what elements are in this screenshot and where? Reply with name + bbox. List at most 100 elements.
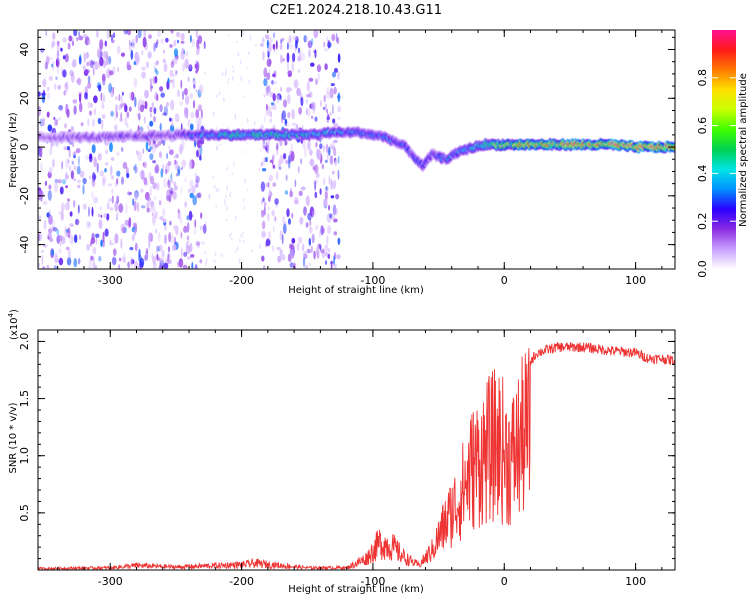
noise-blob <box>124 219 130 226</box>
noise-blob <box>118 104 122 111</box>
noise-blob <box>74 234 78 243</box>
noise-blob <box>298 107 302 115</box>
noise-blob <box>127 190 130 196</box>
noise-blob <box>173 48 179 57</box>
noise-blob <box>100 239 103 248</box>
noise-blob <box>189 192 194 199</box>
noise-blob <box>243 206 246 210</box>
y-tick-label: -40 <box>18 236 31 254</box>
noise-blob <box>69 69 74 77</box>
noise-blob <box>57 179 62 184</box>
noise-blob <box>49 238 54 242</box>
noise-blob <box>47 189 52 201</box>
noise-blob <box>305 99 309 104</box>
y-tick-label: 20 <box>18 91 31 105</box>
noise-blob <box>149 78 152 83</box>
noise-blob <box>53 265 58 269</box>
noise-blob <box>100 92 103 101</box>
noise-blob <box>91 206 94 217</box>
noise-blob <box>70 170 74 180</box>
noise-blob <box>62 69 67 78</box>
noise-blob <box>333 231 338 236</box>
noise-blob <box>82 65 86 72</box>
noise-blob <box>290 151 295 162</box>
noise-blob <box>148 232 153 242</box>
noise-blob <box>167 77 170 84</box>
noise-blob <box>67 159 70 164</box>
noise-blob <box>98 219 103 230</box>
noise-blob <box>331 170 335 175</box>
noise-blob <box>146 207 150 213</box>
noise-blob <box>234 215 237 222</box>
signal-ridge <box>38 125 675 172</box>
noise-blob <box>141 50 144 56</box>
noise-blob <box>263 114 266 123</box>
noise-blob <box>280 39 283 44</box>
noise-blob <box>315 141 318 148</box>
noise-blob <box>170 178 173 184</box>
noise-blob <box>270 104 273 110</box>
noise-blob <box>149 146 153 150</box>
noise-blob <box>281 110 286 121</box>
noise-blob <box>109 142 113 153</box>
noise-blob <box>228 234 231 239</box>
noise-blob <box>82 177 87 185</box>
noise-blob <box>335 193 340 200</box>
noise-blob <box>276 94 280 104</box>
noise-blob <box>142 36 147 48</box>
noise-blob <box>115 104 118 115</box>
noise-blob <box>132 234 135 242</box>
noise-blob <box>284 140 288 146</box>
noise-blob <box>79 234 81 240</box>
noise-blob <box>121 176 124 185</box>
noise-blob <box>159 86 164 92</box>
noise-blob <box>133 200 137 212</box>
noise-blob <box>158 200 162 206</box>
noise-blob <box>281 233 284 245</box>
noise-blob <box>308 91 313 98</box>
noise-blob <box>310 62 315 67</box>
noise-blob <box>44 180 48 186</box>
noise-blob <box>337 92 341 103</box>
noise-blob <box>294 179 297 188</box>
noise-blob <box>266 49 269 56</box>
noise-blob <box>46 54 50 63</box>
noise-blob <box>169 187 174 195</box>
noise-blob <box>337 155 340 164</box>
noise-blob <box>261 220 266 230</box>
noise-blob <box>110 165 113 176</box>
noise-blob <box>291 108 295 120</box>
noise-blob <box>75 218 78 226</box>
noise-blob <box>126 123 129 128</box>
noise-blob <box>237 51 240 57</box>
noise-blob <box>174 57 178 65</box>
noise-blob <box>170 30 174 34</box>
noise-blob <box>101 93 106 104</box>
spectrogram-y-label: Frequency (Hz) <box>8 112 19 188</box>
noise-blob <box>193 99 195 109</box>
noise-blob <box>156 182 160 191</box>
noise-blob <box>171 77 176 89</box>
noise-blob <box>145 141 149 151</box>
noise-blob <box>130 256 133 268</box>
noise-blob <box>173 39 177 47</box>
noise-blob <box>323 48 329 52</box>
noise-blob <box>285 174 288 181</box>
noise-blob <box>106 68 111 79</box>
noise-blob <box>65 174 69 180</box>
noise-blob <box>120 147 124 152</box>
noise-blob <box>204 251 207 255</box>
noise-blob <box>285 159 289 164</box>
noise-blob <box>275 40 278 50</box>
noise-blob <box>147 148 151 153</box>
noise-blob <box>115 95 118 101</box>
noise-blob <box>124 203 128 214</box>
noise-blob <box>213 184 216 189</box>
noise-blob <box>92 172 96 182</box>
noise-blob <box>244 150 246 154</box>
noise-blob <box>177 165 181 175</box>
noise-blob <box>91 178 96 187</box>
noise-blob <box>271 209 275 217</box>
noise-blob <box>208 194 210 200</box>
noise-blob <box>190 123 194 131</box>
